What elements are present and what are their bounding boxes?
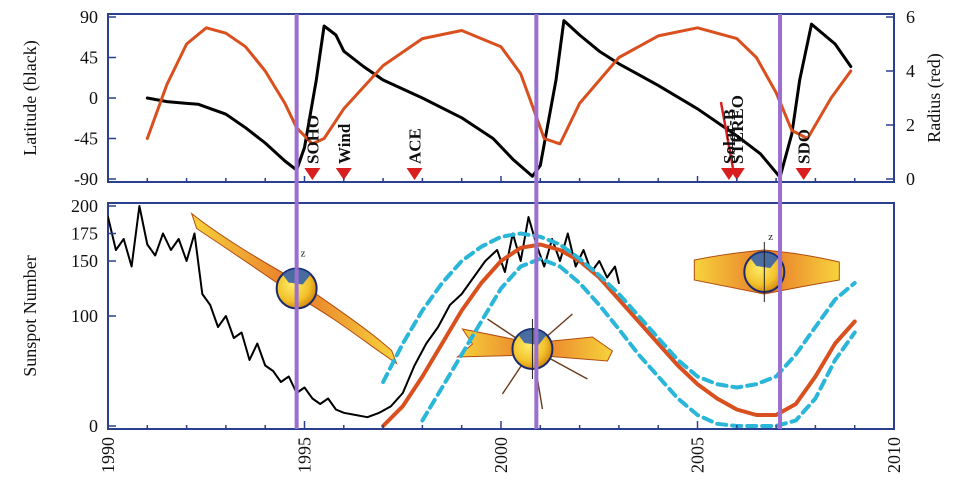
- event-vertical-lines: [294, 14, 783, 429]
- radius-series-line: [145, 26, 853, 146]
- bottom-panel-insets: zz: [190, 212, 840, 410]
- mission-marker-triangle: [406, 168, 423, 180]
- top-panel-series: [145, 19, 853, 179]
- top-left-axis-label: Latitude (black): [20, 40, 41, 155]
- x-tick-label: 1995: [295, 437, 315, 473]
- mission-label: SDO: [795, 129, 814, 164]
- top-left-tick-label: 45: [80, 48, 98, 68]
- bottom-panel-series: [108, 205, 857, 428]
- top-left-tick-label: -45: [74, 129, 98, 149]
- top-right-tick-label: 0: [906, 169, 915, 189]
- bottom-tick-label: 200: [71, 196, 98, 216]
- mission-label: SOHO: [303, 115, 322, 164]
- mission-marker-triangle: [795, 168, 812, 180]
- mission-label: Solar-B: [720, 109, 739, 164]
- top-left-tick-label: -90: [74, 169, 98, 189]
- axis-z-label: z: [768, 231, 773, 243]
- top-right-tick-label: 6: [906, 7, 915, 27]
- mission-arrow: [719, 101, 735, 169]
- top-panel-frame: [107, 13, 895, 183]
- bottom-tick-label: 150: [71, 251, 98, 271]
- top-left-tick-label: 90: [80, 7, 98, 27]
- axis-z-label: z: [301, 248, 306, 260]
- prediction-dashed-line: [420, 256, 857, 428]
- bottom-tick-label: 100: [71, 306, 98, 326]
- latitude-series-line: [145, 19, 853, 179]
- bottom-tick-label: 0: [89, 416, 98, 436]
- prediction-dashed-line: [381, 231, 857, 390]
- x-tick-label: 2005: [688, 437, 708, 473]
- top-right-tick-label: 4: [906, 61, 915, 81]
- x-tick-label: 2010: [884, 437, 904, 473]
- mission-label: STEREO: [728, 95, 747, 164]
- sun-streamer-inset: z: [693, 231, 840, 302]
- x-tick-label: 1990: [98, 437, 118, 473]
- x-tick-label: 2000: [491, 437, 511, 473]
- bottom-axis-label: Sunspot Number: [20, 255, 40, 377]
- sunspot-fit-line: [381, 242, 857, 428]
- sun-streamer-inset: z: [190, 212, 398, 365]
- top-left-tick-label: 0: [89, 88, 98, 108]
- top-right-axis-label: Radius (red): [924, 53, 945, 142]
- mission-marker-triangle: [335, 168, 352, 180]
- mission-marker-triangle: [728, 168, 745, 180]
- mission-label: Wind: [335, 123, 354, 164]
- mission-marker-triangle: [304, 168, 321, 180]
- bottom-tick-label: 175: [71, 224, 98, 244]
- mission-label: ACE: [406, 128, 425, 164]
- top-right-tick-label: 2: [906, 115, 915, 135]
